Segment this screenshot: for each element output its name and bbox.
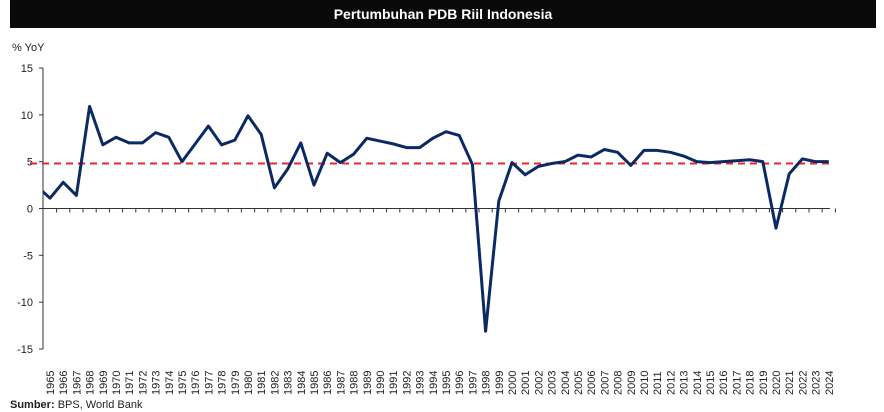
y-tick-label: -15: [17, 344, 33, 356]
x-tick-label: 2011: [652, 371, 664, 395]
x-tick-label: 2024: [824, 371, 836, 395]
x-tick-label: 2012: [665, 371, 677, 395]
x-tick-label: 2003: [547, 371, 559, 395]
chart-title: Pertumbuhan PDB Riil Indonesia: [10, 0, 876, 28]
x-tick-label: 2023: [811, 371, 823, 395]
x-tick-label: 2020: [771, 371, 783, 395]
x-tick-label: 1969: [98, 371, 110, 395]
x-tick-label: 1971: [124, 371, 136, 395]
x-tick-label: 2010: [639, 371, 651, 395]
x-tick-label: 2019: [758, 371, 770, 395]
x-tick-label: 1976: [190, 371, 202, 395]
x-tick-label: 1984: [296, 371, 308, 395]
x-tick-label: 1979: [230, 371, 242, 395]
x-tick-label: 1974: [164, 371, 176, 395]
x-tick-label: 2017: [731, 371, 743, 395]
x-tick-label: 1968: [85, 371, 97, 395]
y-tick-label: 15: [21, 63, 33, 75]
x-tick-label: 1980: [243, 371, 255, 395]
x-tick-label: 1978: [217, 371, 229, 395]
x-tick-label: 1983: [283, 371, 295, 395]
x-tick-label: 1995: [441, 371, 453, 395]
x-tick-label: 1996: [454, 371, 466, 395]
x-tick-label: 2014: [692, 371, 704, 395]
x-tick-label: 2004: [560, 371, 572, 395]
x-tick-label: 1990: [375, 371, 387, 395]
x-tick-label: 2021: [784, 371, 796, 395]
x-tick-label: 1993: [415, 371, 427, 395]
x-tick-label: 1965: [45, 371, 57, 395]
x-tick-label: 2016: [718, 371, 730, 395]
x-tick-label: 1972: [137, 371, 149, 395]
y-tick-label: 5: [27, 157, 33, 169]
x-tick-label: 2006: [586, 371, 598, 395]
gdp-growth-line: [43, 104, 829, 333]
x-tick-label: 2022: [797, 371, 809, 395]
x-tick-label: 1991: [388, 371, 400, 395]
x-tick-label: 1988: [349, 371, 361, 395]
x-tick-label: 1977: [203, 371, 215, 395]
x-tick-label: 1975: [177, 371, 189, 395]
x-tick-label: 1966: [58, 371, 70, 395]
x-tick-label: 1986: [322, 371, 334, 395]
x-tick-label: 1973: [151, 371, 163, 395]
x-tick-label: 2015: [705, 371, 717, 395]
x-tick-label: 2008: [613, 371, 625, 395]
x-tick-label: 1994: [428, 371, 440, 395]
x-tick-label: 1998: [481, 371, 493, 395]
y-tick-label: -10: [17, 297, 33, 309]
x-tick-label: 1989: [362, 371, 374, 395]
x-tick-label: 1992: [401, 371, 413, 395]
y-tick-label: 0: [27, 204, 33, 216]
x-tick-label: 1981: [256, 371, 268, 395]
x-tick-label: 1997: [467, 371, 479, 395]
x-tick-label: 2018: [745, 371, 757, 395]
x-tick-label: 2013: [679, 371, 691, 395]
y-tick-label: -5: [23, 250, 33, 262]
x-tick-label: 2002: [533, 371, 545, 395]
x-tick-label: 1999: [494, 371, 506, 395]
x-tick-label: 2009: [626, 371, 638, 395]
source-label: Sumber:: [10, 399, 55, 411]
x-tick-label: 1967: [71, 371, 83, 395]
x-tick-label: 2005: [573, 371, 585, 395]
x-tick-label: 1985: [309, 371, 321, 395]
x-tick-label: 1970: [111, 371, 123, 395]
source-text: BPS, World Bank: [57, 399, 143, 411]
y-tick-label: 10: [21, 110, 33, 122]
x-tick-label: 1987: [335, 371, 347, 395]
x-tick-label: 2001: [520, 371, 532, 395]
x-tick-label: 2007: [599, 371, 611, 395]
source-note: Sumber: BPS, World Bank: [10, 399, 142, 411]
x-tick-label: 1982: [269, 371, 281, 395]
y-axis-label: % YoY: [12, 42, 45, 54]
x-tick-label: 2000: [507, 371, 519, 395]
